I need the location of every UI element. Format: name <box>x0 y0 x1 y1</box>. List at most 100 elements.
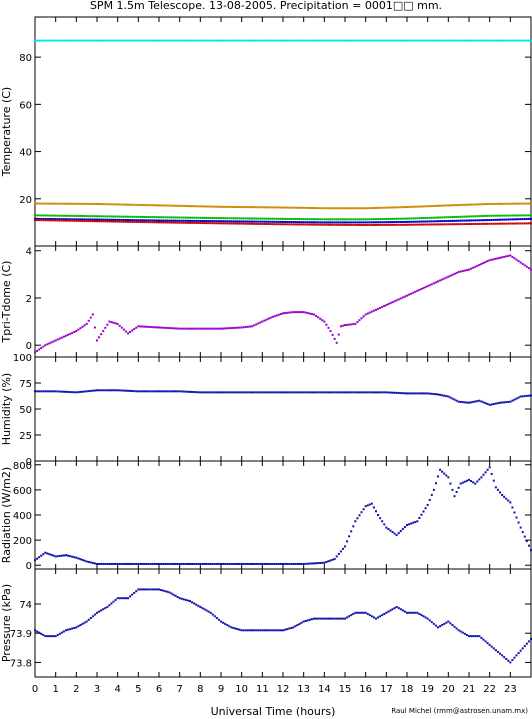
data-point <box>327 221 330 224</box>
data-point <box>397 607 400 610</box>
data-point <box>391 206 394 209</box>
data-point <box>279 217 282 220</box>
data-point <box>397 39 400 42</box>
data-point <box>294 223 297 226</box>
data-point <box>236 217 239 220</box>
data-point <box>246 391 249 394</box>
data-point <box>517 39 520 42</box>
data-point <box>147 204 150 207</box>
data-point <box>416 611 419 614</box>
data-point <box>77 328 80 331</box>
data-point <box>277 629 280 632</box>
data-point <box>151 326 154 329</box>
data-point <box>158 326 160 329</box>
data-point <box>248 629 251 632</box>
data-point <box>162 39 165 42</box>
data-point <box>222 621 225 624</box>
data-point <box>79 218 82 221</box>
data-point <box>408 39 411 42</box>
data-point <box>488 466 491 469</box>
data-point <box>319 207 322 210</box>
data-point <box>100 220 103 223</box>
data-point <box>292 391 295 394</box>
data-point <box>77 214 80 217</box>
data-point <box>209 216 212 219</box>
data-point <box>486 260 489 263</box>
data-point <box>147 325 150 328</box>
data-point <box>279 562 282 565</box>
data-point <box>434 281 437 284</box>
data-point <box>525 217 528 220</box>
data-point <box>482 214 485 217</box>
data-point <box>102 389 105 392</box>
data-point <box>73 330 76 333</box>
data-point <box>127 219 129 222</box>
data-point <box>141 588 144 591</box>
data-point <box>164 590 167 593</box>
data-point <box>294 217 297 220</box>
data-point <box>523 264 526 267</box>
y-tick-label: 0 <box>26 457 32 468</box>
data-point <box>321 223 324 226</box>
data-point <box>455 204 458 207</box>
data-point <box>255 323 258 326</box>
data-point <box>286 39 289 42</box>
data-point <box>509 400 512 403</box>
data-point <box>56 555 59 558</box>
data-point <box>406 220 408 223</box>
data-point <box>71 391 74 394</box>
data-point <box>129 562 132 565</box>
data-point <box>54 202 57 205</box>
data-point <box>279 39 282 42</box>
data-point <box>46 202 49 205</box>
data-point <box>358 218 361 221</box>
data-point <box>482 39 485 42</box>
data-point <box>465 401 468 404</box>
data-point <box>215 617 218 620</box>
data-point <box>58 632 61 635</box>
data-point <box>166 39 169 42</box>
data-point <box>420 223 423 226</box>
data-point <box>395 605 398 608</box>
data-point <box>521 395 524 398</box>
data-point <box>397 221 400 224</box>
data-point <box>197 219 200 222</box>
data-point <box>248 39 251 42</box>
data-point <box>236 628 239 631</box>
data-point <box>203 391 206 394</box>
data-point <box>399 608 402 611</box>
data-point <box>282 223 284 226</box>
data-point <box>131 329 134 332</box>
data-point <box>77 219 80 222</box>
data-point <box>368 503 371 506</box>
data-point <box>203 327 206 330</box>
data-point <box>153 219 156 222</box>
data-point <box>356 611 359 614</box>
data-point <box>160 204 163 207</box>
data-point <box>358 207 361 210</box>
data-point <box>432 216 435 219</box>
data-point <box>329 221 332 224</box>
data-point <box>465 203 468 206</box>
data-point <box>178 221 181 224</box>
data-point <box>191 219 194 222</box>
data-point <box>234 222 237 225</box>
data-point <box>215 391 218 394</box>
data-point <box>79 219 82 222</box>
data-point <box>482 638 485 641</box>
data-point <box>472 266 475 269</box>
data-point <box>110 203 113 206</box>
data-point <box>420 217 423 220</box>
data-point <box>468 478 470 481</box>
data-point <box>87 218 90 221</box>
data-point <box>527 217 530 220</box>
x-tick-label: 17 <box>380 684 393 695</box>
data-point <box>246 217 249 220</box>
data-point <box>168 216 171 219</box>
data-point <box>81 325 84 328</box>
data-point <box>166 562 169 565</box>
data-point <box>290 391 293 394</box>
data-point <box>195 391 198 394</box>
data-point <box>232 222 235 225</box>
data-point <box>428 39 431 42</box>
